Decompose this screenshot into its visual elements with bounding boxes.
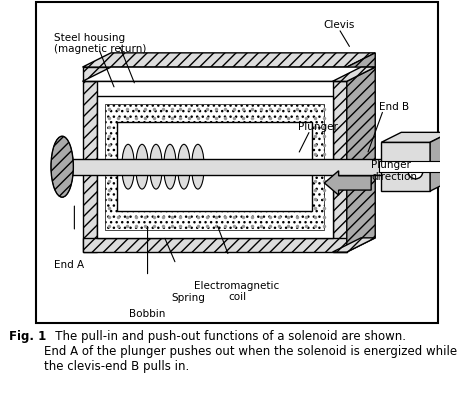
Text: Electromagnetic
coil: Electromagnetic coil	[194, 281, 280, 302]
Bar	[62, 158, 428, 175]
Polygon shape	[333, 67, 375, 81]
Text: Fig. 1: Fig. 1	[9, 330, 46, 343]
Ellipse shape	[150, 144, 162, 189]
Polygon shape	[82, 67, 347, 81]
Text: Steel housing
(magnetic return): Steel housing (magnetic return)	[54, 33, 146, 54]
Ellipse shape	[51, 136, 73, 197]
Ellipse shape	[136, 144, 148, 189]
Bar	[379, 161, 460, 172]
Text: Bobbin: Bobbin	[129, 309, 166, 319]
Ellipse shape	[164, 144, 176, 189]
Ellipse shape	[122, 144, 135, 189]
Ellipse shape	[178, 144, 190, 189]
Bar	[117, 122, 312, 211]
Circle shape	[408, 164, 423, 179]
Polygon shape	[347, 53, 375, 252]
Polygon shape	[82, 67, 375, 81]
Text: End A: End A	[54, 260, 84, 270]
Bar	[97, 95, 333, 238]
Text: End B: End B	[379, 102, 410, 112]
Text: Spring: Spring	[171, 293, 205, 303]
Polygon shape	[82, 81, 97, 252]
Bar	[382, 142, 430, 191]
Text: The pull-in and push-out functions of a solenoid are shown.
End A of the plunger: The pull-in and push-out functions of a …	[44, 330, 457, 373]
Polygon shape	[333, 81, 347, 252]
FancyArrow shape	[324, 171, 371, 195]
Polygon shape	[430, 132, 450, 191]
Bar	[105, 104, 324, 230]
Text: Plunger: Plunger	[298, 122, 338, 132]
Polygon shape	[82, 53, 375, 67]
Text: Plunger
direction: Plunger direction	[371, 160, 417, 181]
Polygon shape	[333, 238, 375, 252]
Text: Clevis: Clevis	[323, 20, 355, 30]
Polygon shape	[82, 238, 347, 252]
Polygon shape	[382, 132, 450, 142]
Ellipse shape	[191, 144, 204, 189]
